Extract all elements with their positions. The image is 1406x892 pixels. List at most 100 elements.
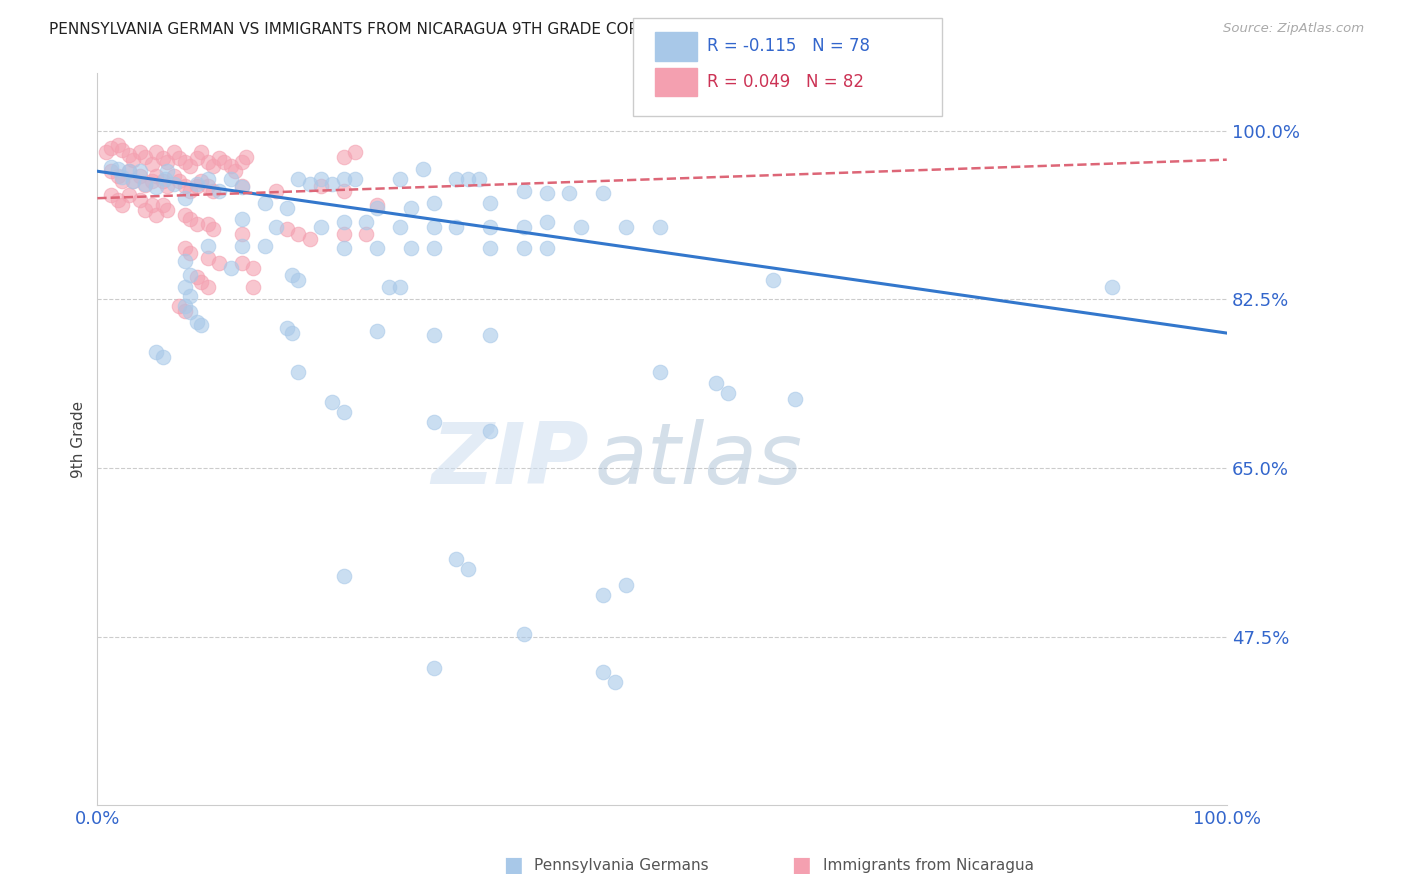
Point — [100, 188, 122, 202]
Point — [179, 212, 201, 227]
Point — [186, 177, 208, 191]
Text: atlas: atlas — [595, 419, 803, 502]
Point — [179, 184, 201, 198]
Point — [389, 220, 412, 235]
Point — [118, 188, 141, 202]
Point — [332, 569, 354, 583]
Point — [401, 241, 423, 255]
Point — [704, 376, 727, 391]
Point — [785, 392, 807, 406]
Text: PENNSYLVANIA GERMAN VS IMMIGRANTS FROM NICARAGUA 9TH GRADE CORRELATION CHART: PENNSYLVANIA GERMAN VS IMMIGRANTS FROM N… — [49, 22, 772, 37]
Point — [423, 196, 446, 211]
Point — [129, 164, 152, 178]
Point — [174, 241, 197, 255]
Point — [197, 172, 219, 186]
Point — [253, 239, 276, 253]
Point — [287, 365, 309, 379]
Point — [332, 241, 354, 255]
Point — [309, 178, 332, 193]
Point — [614, 220, 637, 235]
Point — [107, 138, 129, 153]
Point — [287, 227, 309, 241]
Point — [152, 350, 174, 364]
Point — [264, 220, 287, 235]
Point — [118, 164, 141, 178]
Point — [479, 328, 502, 343]
Point — [100, 161, 122, 175]
Point — [231, 212, 253, 227]
Point — [107, 193, 129, 207]
Point — [377, 280, 399, 294]
Point — [134, 202, 156, 217]
Point — [212, 154, 235, 169]
Point — [111, 198, 134, 212]
Point — [174, 208, 197, 222]
Point — [190, 275, 212, 289]
Point — [219, 160, 242, 174]
Point — [186, 314, 208, 328]
Point — [457, 172, 479, 186]
Point — [167, 299, 190, 313]
Point — [201, 160, 224, 174]
Point — [163, 177, 186, 191]
Text: ZIP: ZIP — [432, 419, 589, 502]
Point — [513, 184, 536, 198]
Point — [614, 578, 637, 592]
Point — [111, 174, 134, 188]
Point — [231, 178, 253, 193]
Point — [179, 160, 201, 174]
Point — [197, 217, 219, 231]
Point — [179, 246, 201, 260]
Point — [122, 174, 145, 188]
Point — [208, 256, 231, 270]
Point — [141, 174, 163, 188]
Point — [208, 151, 231, 165]
Point — [145, 179, 167, 194]
Point — [457, 562, 479, 576]
Point — [129, 193, 152, 207]
Point — [354, 227, 377, 241]
Point — [174, 253, 197, 268]
Point — [190, 318, 212, 333]
Point — [145, 145, 167, 159]
Point — [366, 201, 388, 215]
Point — [186, 217, 208, 231]
Point — [276, 222, 298, 236]
Point — [141, 157, 163, 171]
Point — [174, 280, 197, 294]
Point — [197, 251, 219, 265]
Text: Pennsylvania Germans: Pennsylvania Germans — [534, 858, 709, 872]
Point — [190, 145, 212, 159]
Point — [197, 239, 219, 253]
Point — [152, 198, 174, 212]
Point — [134, 178, 156, 192]
Point — [190, 174, 212, 188]
Point — [174, 304, 197, 318]
Point — [186, 270, 208, 285]
Point — [163, 145, 186, 159]
Point — [111, 169, 134, 184]
Point — [145, 208, 167, 222]
Point — [423, 661, 446, 675]
Point — [513, 241, 536, 255]
Point — [536, 241, 558, 255]
Point — [446, 552, 468, 566]
Point — [129, 145, 152, 159]
Point — [231, 239, 253, 253]
Point — [134, 150, 156, 164]
Point — [648, 365, 671, 379]
Point — [479, 196, 502, 211]
Point — [280, 326, 302, 340]
Point — [366, 324, 388, 338]
Point — [231, 154, 253, 169]
Point — [401, 201, 423, 215]
Point — [298, 177, 321, 191]
Point — [253, 196, 276, 211]
Point — [309, 220, 332, 235]
Point — [219, 172, 242, 186]
Point — [145, 169, 167, 183]
Point — [389, 280, 412, 294]
Point — [1101, 280, 1123, 294]
Point — [197, 280, 219, 294]
Point — [122, 174, 145, 188]
